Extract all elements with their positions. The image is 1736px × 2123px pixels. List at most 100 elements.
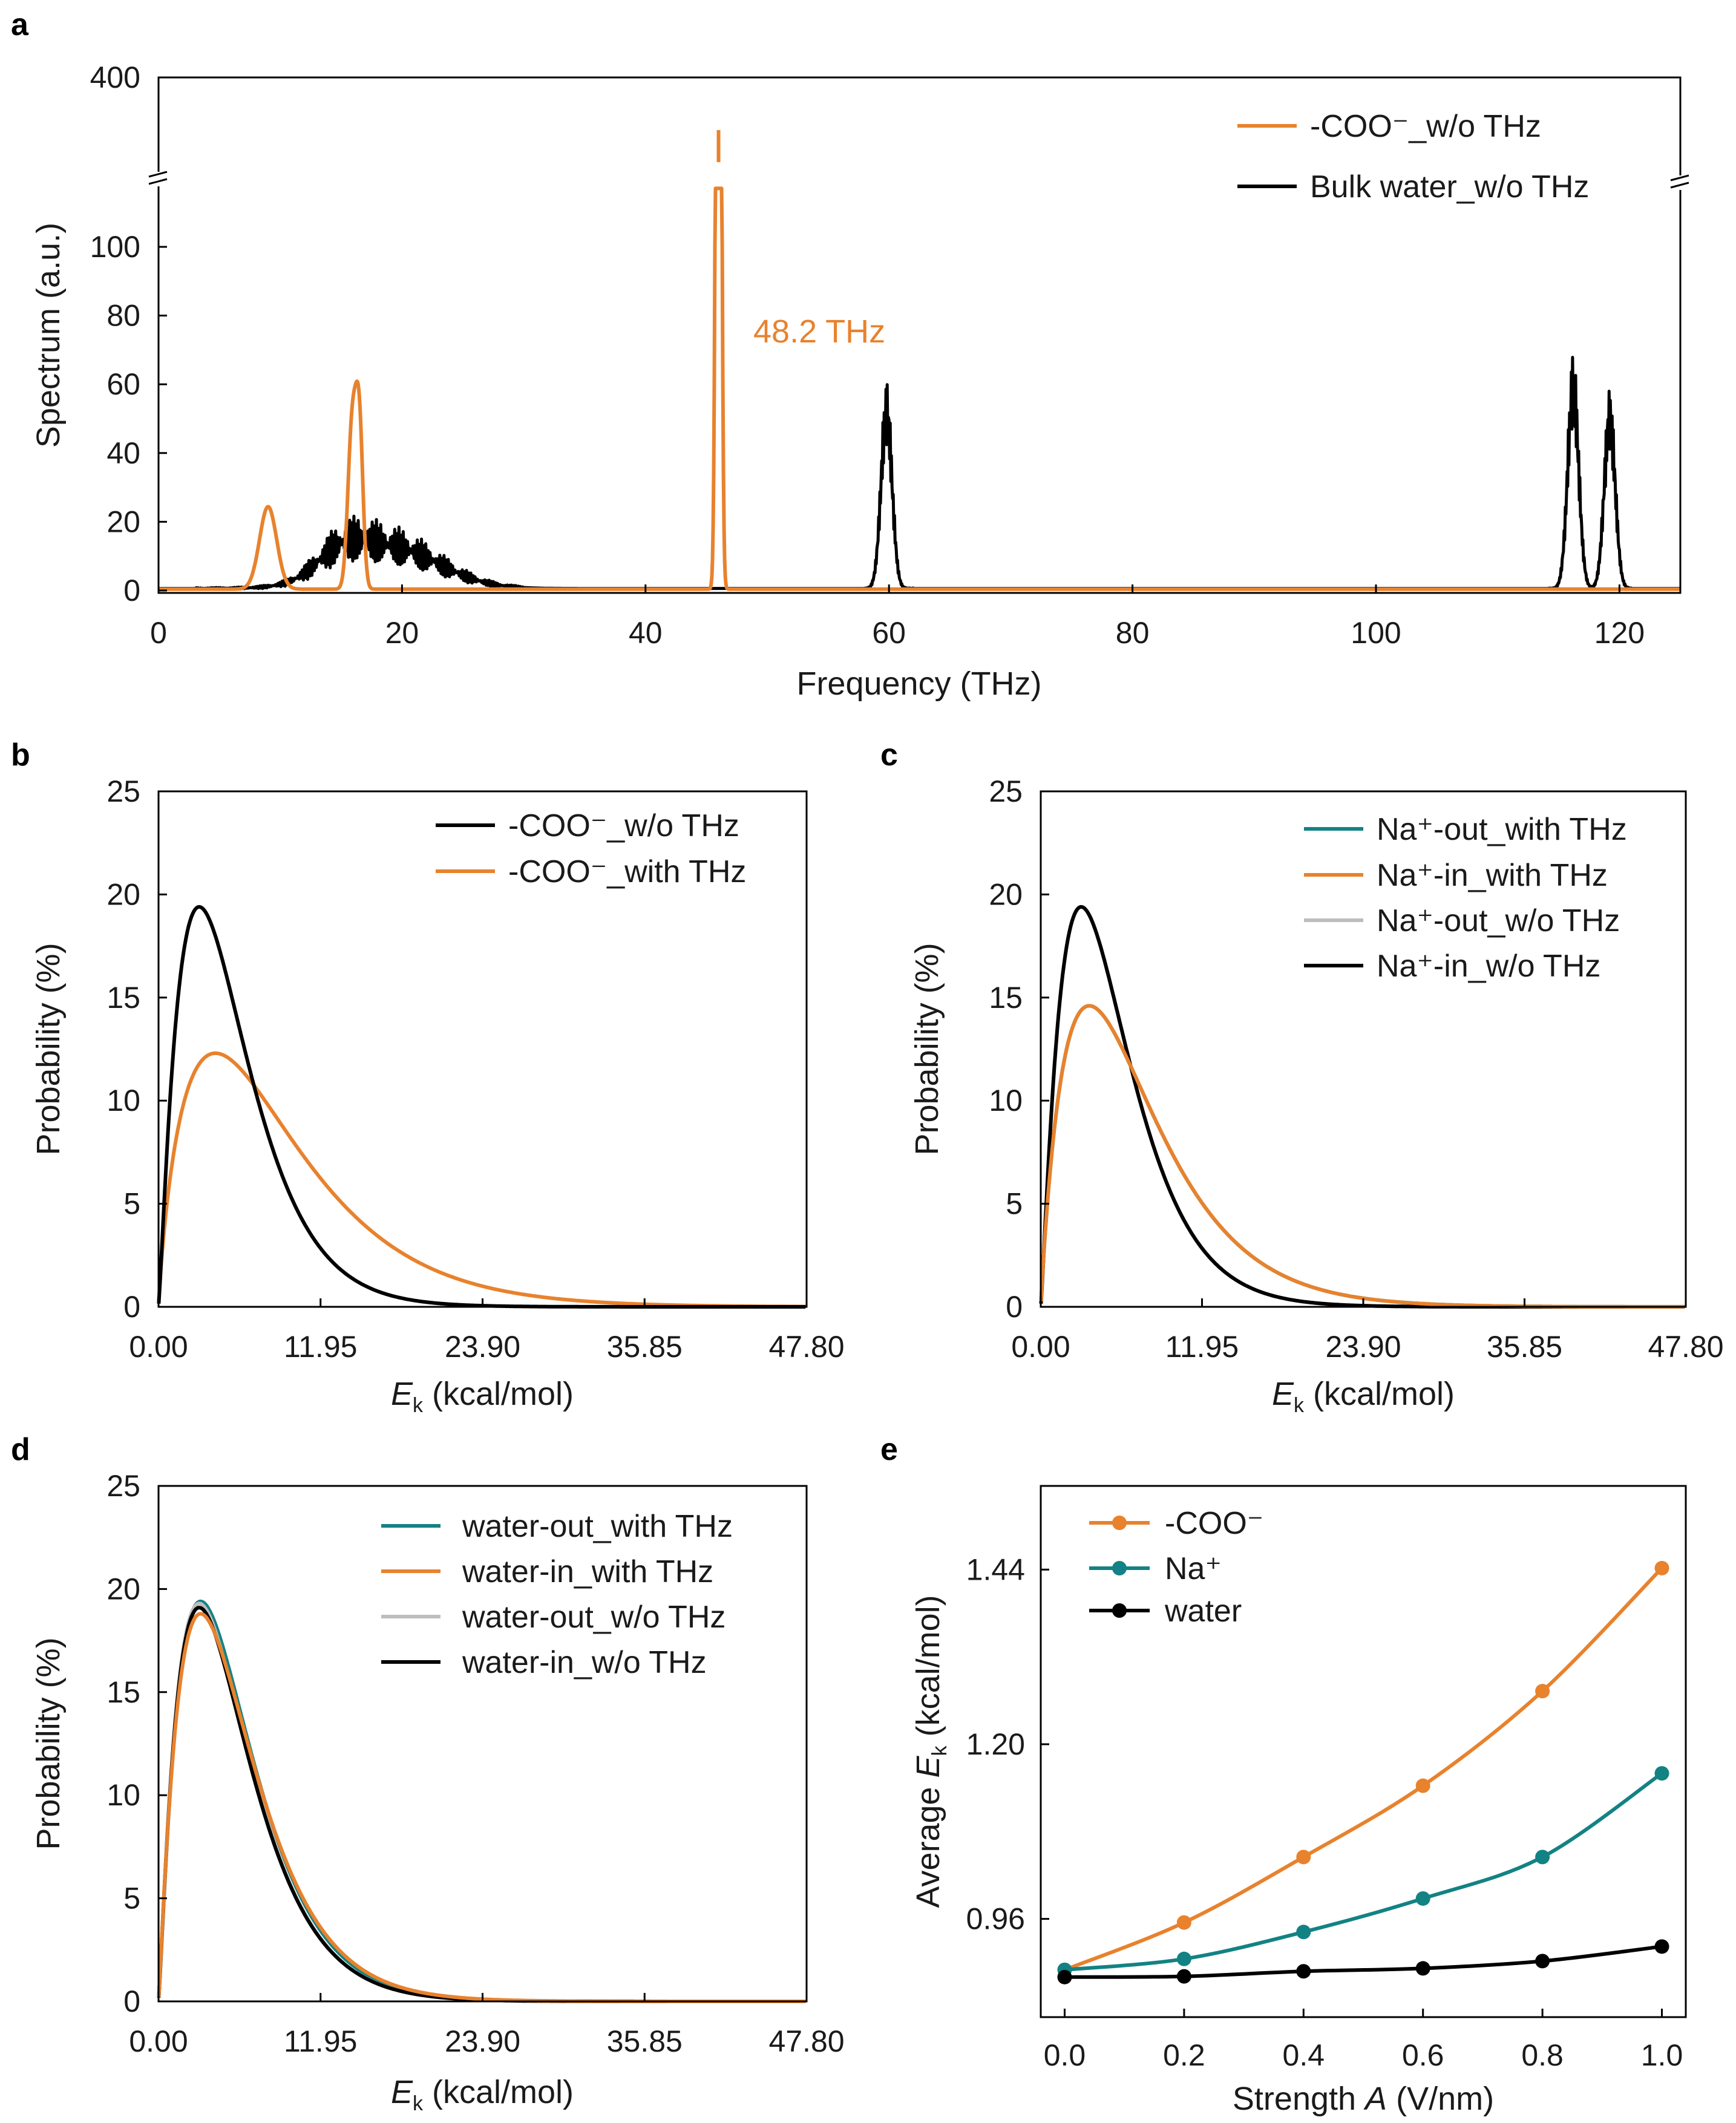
fit-line-black	[1064, 1945, 1662, 1979]
panel-d-label: d	[11, 1432, 30, 1467]
y-tick-label: 25	[106, 1469, 140, 1503]
y-tick-label: 15	[989, 981, 1023, 1015]
legend-marker-water	[1112, 1603, 1127, 1618]
panel-e-plot-area	[1057, 1560, 1669, 1984]
y-tick-label: 5	[123, 1882, 140, 1915]
panel-d-xlabel: Ek (kcal/mol)	[391, 2074, 574, 2115]
panel-b-legend: -COO⁻_w/o THz -COO⁻_with THz	[436, 808, 746, 889]
legend-label-na-in-with: Na⁺-in_with THz	[1377, 858, 1608, 893]
panel-c-label: c	[880, 738, 898, 773]
y-tick-label: 400	[90, 61, 140, 94]
panel-d-ticks: 0.00 11.95 23.90 35.85 47.80 0 5 10 15 20 25	[106, 1469, 844, 2058]
legend-label-water-out-with: water-out_with THz	[462, 1509, 733, 1544]
panel-c-ylabel: Probability (%)	[909, 943, 945, 1155]
x-tick-label: 0.00	[129, 1330, 188, 1364]
data-point-teal	[1535, 1850, 1550, 1865]
legend-label-na-out-with: Na⁺-out_with THz	[1377, 812, 1627, 847]
fit-line-teal	[1064, 1771, 1663, 1972]
legend-label-bulk-water: Bulk water_w/o THz	[1310, 169, 1589, 204]
legend-label-water-in-wo: water-in_w/o THz	[462, 1645, 707, 1680]
x-tick-label: 35.85	[607, 2024, 683, 2058]
data-point-black	[1654, 1939, 1669, 1954]
series-teal-line	[1039, 1004, 1685, 1309]
y-tick-label: 25	[989, 774, 1023, 808]
y-tick-label: 25	[106, 774, 140, 808]
legend-label-na: Na⁺	[1165, 1551, 1222, 1586]
data-point-teal	[1415, 1891, 1430, 1906]
x-tick-label: 0.0	[1044, 2038, 1086, 2072]
x-tick-label: 47.80	[1648, 1330, 1723, 1364]
x-tick-label: 0.00	[129, 2024, 188, 2058]
x-tick-label: 0.00	[1011, 1330, 1070, 1364]
y-tick-label: 0	[123, 574, 140, 607]
legend-marker-na	[1112, 1561, 1127, 1575]
y-tick-label: 10	[989, 1084, 1023, 1117]
y-tick-label: 5	[1006, 1187, 1023, 1221]
panel-a-legend: -COO⁻_w/o THz Bulk water_w/o THz	[1237, 109, 1589, 204]
panel-e-ticks: 0.0 0.2 0.4 0.6 0.8 1.0 0.96 1.20 1.44	[966, 1552, 1683, 2072]
panel-b-label: b	[11, 738, 30, 773]
fit-line-orange	[1064, 1566, 1663, 1972]
data-point-teal	[1296, 1925, 1311, 1940]
x-tick-label: 0.6	[1402, 2038, 1444, 2072]
x-tick-label: 11.95	[284, 1330, 357, 1364]
panel-d: d 0.00 11.95 23.90 35.85 47.80 0 5 10 15 20 25 Ek …	[11, 1432, 845, 2115]
x-tick-label: 47.80	[768, 2024, 844, 2058]
x-tick-label: 0	[150, 616, 167, 650]
x-tick-label: 0.8	[1521, 2038, 1564, 2072]
axis-break-right	[1670, 174, 1690, 190]
x-tick-label: 35.85	[1487, 1330, 1562, 1364]
data-point-orange	[1654, 1560, 1669, 1575]
panel-d-ylabel: Probability (%)	[30, 1637, 67, 1850]
legend-marker-coo	[1112, 1516, 1127, 1530]
x-tick-label: 60	[872, 616, 906, 650]
panel-e-xlabel: Strength A (V/nm)	[1233, 2081, 1494, 2117]
legend-label-coo-with: -COO⁻_with THz	[508, 854, 746, 889]
legend-label-water: water	[1164, 1594, 1242, 1629]
y-tick-label: 15	[106, 1675, 140, 1709]
panel-b-ylabel: Probability (%)	[30, 943, 67, 1155]
panel-e-frame	[1040, 1485, 1687, 2018]
y-tick-label: 5	[123, 1187, 140, 1221]
y-tick-label: 0.96	[966, 1902, 1025, 1936]
x-tick-label: 47.80	[768, 1330, 844, 1364]
data-point-black	[1176, 1969, 1191, 1984]
legend-label-coo-wo: -COO⁻_w/o THz	[508, 808, 739, 843]
panel-a-xlabel: Frequency (THz)	[796, 666, 1041, 702]
x-tick-label: 0.2	[1163, 2038, 1205, 2072]
y-tick-label: 0	[123, 1290, 140, 1324]
panel-a-frame	[157, 76, 1682, 594]
x-tick-label: 120	[1594, 616, 1645, 650]
panel-a-label: a	[11, 7, 29, 42]
panel-e-ylabel: Average Ek (kcal/mol)	[910, 1595, 951, 1908]
x-tick-label: 1.0	[1641, 2038, 1683, 2072]
panel-b-plot-area	[157, 904, 806, 1309]
legend-label-na-out-wo: Na⁺-out_w/o THz	[1377, 903, 1620, 938]
y-tick-label: 20	[106, 505, 140, 538]
data-point-orange	[1535, 1684, 1550, 1699]
data-point-black	[1057, 1969, 1072, 1984]
legend-label-coo: -COO⁻	[1165, 1506, 1263, 1541]
x-tick-label: 23.90	[1325, 1330, 1401, 1364]
y-tick-label: 10	[106, 1778, 140, 1812]
data-point-black	[1415, 1961, 1430, 1976]
legend-label-water-out-wo: water-out_w/o THz	[462, 1600, 726, 1635]
x-tick-label: 11.95	[1165, 1330, 1239, 1364]
x-tick-label: 0.4	[1283, 2038, 1325, 2072]
panel-b-xlabel: Ek (kcal/mol)	[391, 1376, 574, 1417]
y-tick-label: 20	[989, 877, 1023, 911]
panel-e: e 0.0 0.2 0.4 0.6 0.8 1.0 0.96 1.20 1.44 Strengt…	[880, 1432, 1687, 2117]
panel-d-legend: water-out_with THz water-in_with THz wat…	[381, 1509, 733, 1680]
data-point-orange	[1296, 1850, 1311, 1865]
x-tick-label: 11.95	[284, 2024, 357, 2058]
panel-a-plot-area	[157, 130, 1682, 591]
x-tick-label: 80	[1116, 616, 1150, 650]
y-tick-label: 20	[106, 1572, 140, 1606]
panel-a-ticks: 0 20 40 60 80 100 120 0 20 40 60 80 100 400	[90, 61, 1645, 650]
panel-c-legend: Na⁺-out_with THz Na⁺-in_with THz Na⁺-out…	[1304, 812, 1627, 984]
data-point-orange	[1415, 1778, 1430, 1793]
panel-b-ticks: 0.00 11.95 23.90 35.85 47.80 0 5 10 15 20 25	[106, 774, 844, 1364]
x-tick-label: 40	[629, 616, 663, 650]
x-tick-label: 23.90	[445, 2024, 520, 2058]
